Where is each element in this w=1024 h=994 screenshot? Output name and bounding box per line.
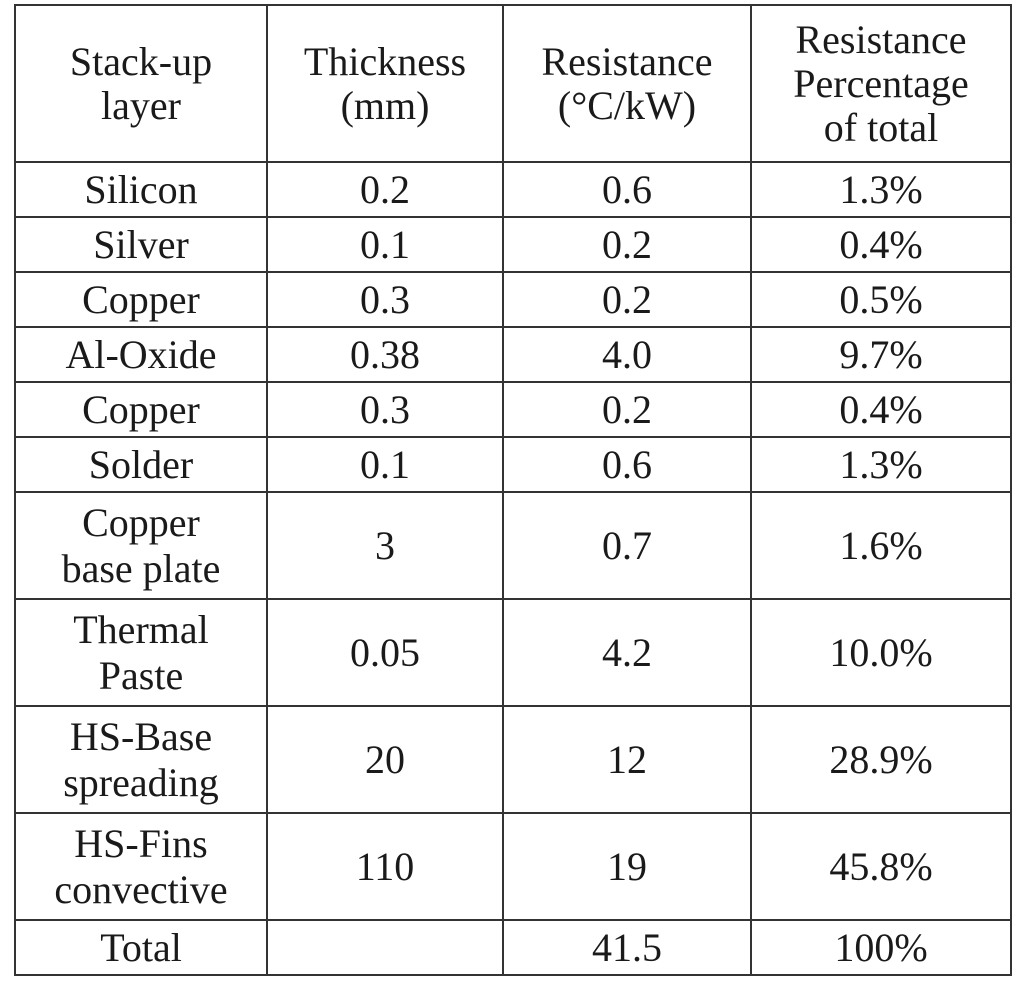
cell-layer-line: HS-Fins bbox=[74, 820, 208, 866]
header-thickness: Thickness (mm) bbox=[266, 4, 504, 163]
table-row: Copper 0.3 0.2 0.4% bbox=[14, 381, 1012, 438]
cell-percentage: 9.7% bbox=[750, 326, 1012, 383]
cell-layer: Copper bbox=[14, 381, 268, 438]
cell-thickness: 3 bbox=[266, 491, 504, 600]
cell-percentage: 1.6% bbox=[750, 491, 1012, 600]
table-row: Copper 0.3 0.2 0.5% bbox=[14, 271, 1012, 328]
table-row: Al-Oxide 0.38 4.0 9.7% bbox=[14, 326, 1012, 383]
cell-layer: HS-Base spreading bbox=[14, 705, 268, 814]
header-resistance: Resistance (°C/kW) bbox=[502, 4, 752, 163]
header-stackup-layer: Stack-up layer bbox=[14, 4, 268, 163]
table-row: Silicon 0.2 0.6 1.3% bbox=[14, 161, 1012, 218]
cell-layer: Al-Oxide bbox=[14, 326, 268, 383]
cell-layer-line: Thermal bbox=[73, 606, 209, 652]
cell-resistance: 12 bbox=[502, 705, 752, 814]
cell-layer-line: base plate bbox=[61, 545, 221, 591]
cell-layer: Silicon bbox=[14, 161, 268, 218]
cell-percentage: 1.3% bbox=[750, 436, 1012, 493]
cell-resistance: 0.7 bbox=[502, 491, 752, 600]
header-line: (mm) bbox=[340, 82, 430, 128]
table-row: Solder 0.1 0.6 1.3% bbox=[14, 436, 1012, 493]
cell-total-percentage: 100% bbox=[750, 919, 1012, 976]
header-line: Stack-up bbox=[69, 38, 213, 84]
cell-layer: Solder bbox=[14, 436, 268, 493]
cell-resistance: 4.2 bbox=[502, 598, 752, 707]
cell-layer-line: convective bbox=[54, 866, 228, 912]
cell-total-label: Total bbox=[14, 919, 268, 976]
cell-resistance: 19 bbox=[502, 812, 752, 921]
cell-layer-line: spreading bbox=[63, 759, 219, 805]
cell-total-thickness bbox=[266, 919, 504, 976]
cell-layer: Silver bbox=[14, 216, 268, 273]
header-line: Thickness bbox=[303, 38, 467, 84]
cell-layer: HS-Fins convective bbox=[14, 812, 268, 921]
header-line: Percentage bbox=[793, 60, 969, 106]
header-resistance-percentage: Resistance Percentage of total bbox=[750, 4, 1012, 163]
table-container: Stack-up layer Thickness (mm) Resistance… bbox=[14, 4, 1012, 976]
cell-thickness: 0.3 bbox=[266, 381, 504, 438]
cell-layer-line: HS-Base bbox=[69, 713, 213, 759]
cell-resistance: 0.2 bbox=[502, 216, 752, 273]
cell-layer: Copper base plate bbox=[14, 491, 268, 600]
cell-percentage: 10.0% bbox=[750, 598, 1012, 707]
cell-resistance: 0.2 bbox=[502, 381, 752, 438]
cell-thickness: 0.1 bbox=[266, 436, 504, 493]
cell-percentage: 45.8% bbox=[750, 812, 1012, 921]
cell-layer-line: Copper bbox=[82, 499, 200, 545]
cell-thickness: 110 bbox=[266, 812, 504, 921]
cell-layer: Copper bbox=[14, 271, 268, 328]
header-line: (°C/kW) bbox=[557, 82, 697, 128]
cell-resistance: 0.6 bbox=[502, 161, 752, 218]
cell-percentage: 0.5% bbox=[750, 271, 1012, 328]
table-row: HS-Base spreading 20 12 28.9% bbox=[14, 705, 1012, 814]
thermal-resistance-table: Stack-up layer Thickness (mm) Resistance… bbox=[14, 4, 1012, 976]
table-row: Thermal Paste 0.05 4.2 10.0% bbox=[14, 598, 1012, 707]
cell-resistance: 0.2 bbox=[502, 271, 752, 328]
cell-layer: Thermal Paste bbox=[14, 598, 268, 707]
cell-thickness: 20 bbox=[266, 705, 504, 814]
header-line: Resistance bbox=[795, 16, 967, 62]
header-row: Stack-up layer Thickness (mm) Resistance… bbox=[14, 4, 1012, 163]
cell-layer-line: Paste bbox=[98, 652, 184, 698]
table-row: HS-Fins convective 110 19 45.8% bbox=[14, 812, 1012, 921]
cell-thickness: 0.05 bbox=[266, 598, 504, 707]
cell-resistance: 0.6 bbox=[502, 436, 752, 493]
header-line: layer bbox=[101, 82, 181, 128]
cell-thickness: 0.38 bbox=[266, 326, 504, 383]
cell-resistance: 4.0 bbox=[502, 326, 752, 383]
cell-percentage: 1.3% bbox=[750, 161, 1012, 218]
table-row: Silver 0.1 0.2 0.4% bbox=[14, 216, 1012, 273]
cell-percentage: 28.9% bbox=[750, 705, 1012, 814]
cell-percentage: 0.4% bbox=[750, 216, 1012, 273]
cell-total-resistance: 41.5 bbox=[502, 919, 752, 976]
cell-thickness: 0.3 bbox=[266, 271, 504, 328]
total-row: Total 41.5 100% bbox=[14, 919, 1012, 976]
header-line: of total bbox=[823, 104, 939, 150]
table-row: Copper base plate 3 0.7 1.6% bbox=[14, 491, 1012, 600]
header-line: Resistance bbox=[541, 38, 713, 84]
cell-percentage: 0.4% bbox=[750, 381, 1012, 438]
cell-thickness: 0.1 bbox=[266, 216, 504, 273]
cell-thickness: 0.2 bbox=[266, 161, 504, 218]
